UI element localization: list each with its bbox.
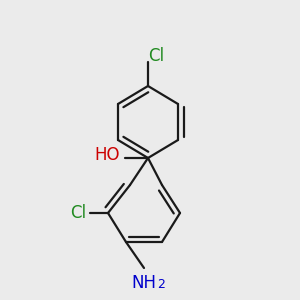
Text: NH: NH [131,274,157,292]
Text: 2: 2 [157,278,165,291]
Text: Cl: Cl [70,204,86,222]
Text: HO: HO [94,146,120,164]
Text: Cl: Cl [148,47,164,65]
